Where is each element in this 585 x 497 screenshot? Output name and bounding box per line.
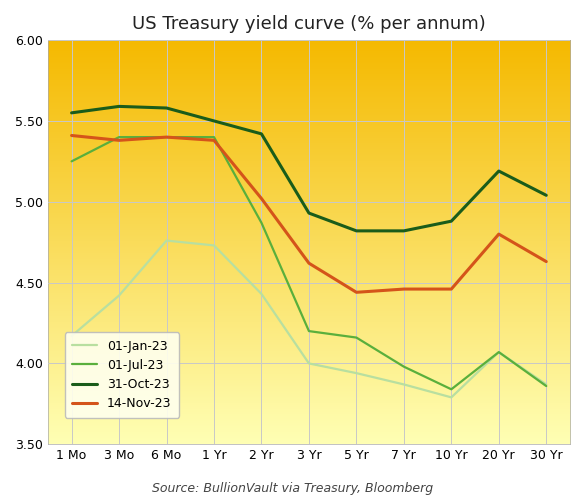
31-Oct-23 <box>448 218 455 224</box>
Line: 14-Nov-23: 14-Nov-23 <box>71 136 546 292</box>
01-Jul-23 <box>543 383 550 389</box>
01-Jan-23 <box>400 382 407 388</box>
Text: Source: BullionVault via Treasury, Bloomberg: Source: BullionVault via Treasury, Bloom… <box>152 482 433 495</box>
31-Oct-23 <box>400 228 407 234</box>
31-Oct-23 <box>68 110 75 116</box>
01-Jan-23 <box>353 370 360 376</box>
01-Jul-23 <box>495 349 503 355</box>
01-Jan-23 <box>448 395 455 401</box>
01-Jul-23 <box>353 334 360 340</box>
01-Jan-23 <box>68 333 75 339</box>
01-Jan-23 <box>305 360 312 366</box>
14-Nov-23 <box>305 260 312 266</box>
01-Jul-23 <box>211 134 218 140</box>
14-Nov-23 <box>116 137 123 143</box>
01-Jan-23 <box>211 243 218 248</box>
14-Nov-23 <box>543 258 550 264</box>
31-Oct-23 <box>543 192 550 198</box>
14-Nov-23 <box>448 286 455 292</box>
14-Nov-23 <box>211 137 218 143</box>
01-Jul-23 <box>68 159 75 165</box>
Line: 01-Jan-23: 01-Jan-23 <box>71 241 546 398</box>
Legend: 01-Jan-23, 01-Jul-23, 31-Oct-23, 14-Nov-23: 01-Jan-23, 01-Jul-23, 31-Oct-23, 14-Nov-… <box>64 332 179 418</box>
31-Oct-23 <box>495 168 503 174</box>
14-Nov-23 <box>495 231 503 237</box>
01-Jul-23 <box>163 134 170 140</box>
14-Nov-23 <box>68 133 75 139</box>
31-Oct-23 <box>116 103 123 109</box>
14-Nov-23 <box>353 289 360 295</box>
Line: 31-Oct-23: 31-Oct-23 <box>71 106 546 231</box>
31-Oct-23 <box>353 228 360 234</box>
31-Oct-23 <box>163 105 170 111</box>
01-Jul-23 <box>448 386 455 392</box>
01-Jan-23 <box>163 238 170 244</box>
14-Nov-23 <box>258 195 265 201</box>
01-Jul-23 <box>400 364 407 370</box>
01-Jan-23 <box>116 293 123 299</box>
Title: US Treasury yield curve (% per annum): US Treasury yield curve (% per annum) <box>132 15 486 33</box>
01-Jan-23 <box>543 382 550 388</box>
31-Oct-23 <box>305 210 312 216</box>
01-Jul-23 <box>116 134 123 140</box>
01-Jul-23 <box>305 328 312 334</box>
14-Nov-23 <box>400 286 407 292</box>
14-Nov-23 <box>163 134 170 140</box>
01-Jan-23 <box>258 291 265 297</box>
31-Oct-23 <box>258 131 265 137</box>
01-Jul-23 <box>258 220 265 226</box>
01-Jan-23 <box>495 349 503 355</box>
Line: 01-Jul-23: 01-Jul-23 <box>71 137 546 389</box>
31-Oct-23 <box>211 118 218 124</box>
